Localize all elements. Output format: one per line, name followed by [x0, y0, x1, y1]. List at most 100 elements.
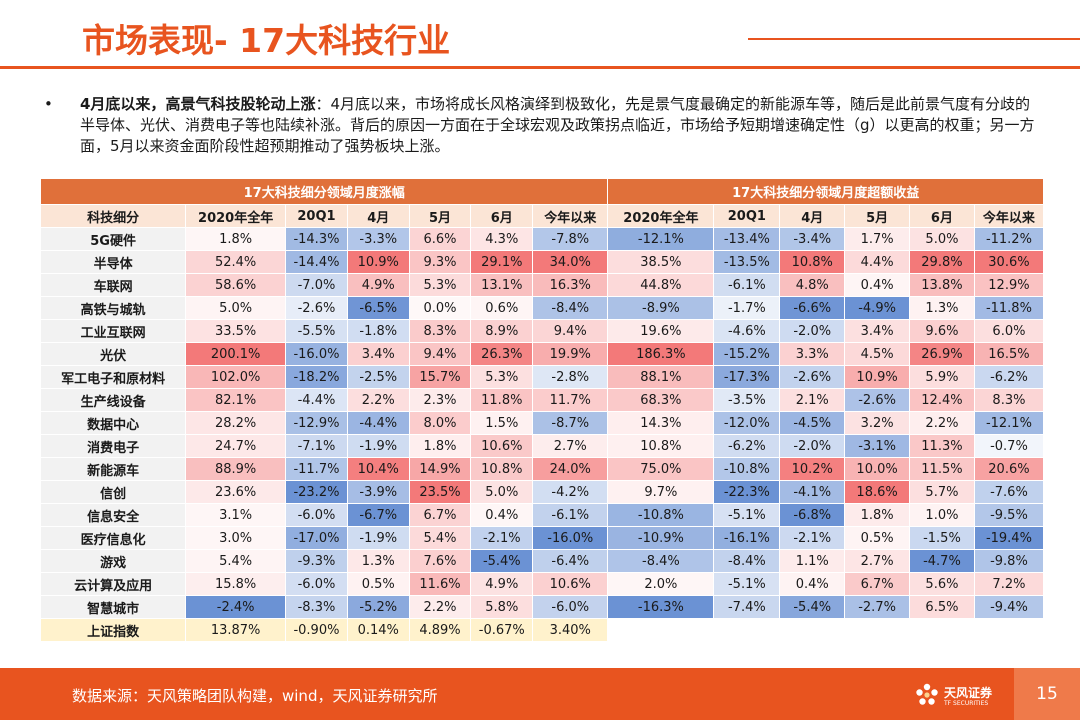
table-cell: -14.4% — [285, 250, 348, 274]
column-header-row: 科技细分 2020年全年 20Q1 4月 5月 6月 今年以来 2020年全年 20Q1 4月 5月… — [39, 204, 1045, 228]
table-cell: 5.7% — [909, 480, 975, 504]
table-cell: -4.1% — [779, 480, 846, 504]
table-cell: -4.4% — [346, 411, 410, 435]
table-cell: 1.3% — [909, 296, 975, 320]
table-cell: -5.1% — [713, 572, 781, 596]
column-header: 20Q1 — [713, 204, 781, 228]
table-cell: 1.0% — [909, 503, 975, 527]
table-cell: -4.6% — [713, 319, 781, 343]
table-cell: 6.0% — [973, 319, 1045, 343]
bullet-marker: • — [44, 95, 53, 113]
table-cell: 5.0% — [909, 227, 975, 251]
group-header-returns: 17大科技细分领域月度涨幅 — [39, 178, 609, 205]
table-cell: -6.2% — [973, 365, 1045, 389]
table-cell: -8.9% — [607, 296, 715, 320]
table-cell: -4.7% — [909, 549, 975, 573]
row-label: 消费电子 — [39, 434, 187, 458]
table-cell: -2.0% — [779, 319, 846, 343]
table-cell: 24.7% — [185, 434, 287, 458]
table-cell: -2.1% — [779, 526, 846, 550]
table-cell: -5.4% — [779, 595, 846, 619]
index-cell: 13.87% — [185, 618, 287, 642]
table-cell: 10.6% — [470, 434, 534, 458]
column-header: 2020年全年 — [607, 204, 715, 228]
row-label: 工业互联网 — [39, 319, 187, 343]
table-cell: 20.6% — [973, 457, 1045, 481]
table-cell: -2.1% — [470, 526, 534, 550]
table-cell: 0.5% — [346, 572, 410, 596]
table-cell: -6.1% — [532, 503, 609, 527]
table-cell: 5.4% — [185, 549, 287, 573]
table-cell: -12.1% — [973, 411, 1045, 435]
table-cell: 0.4% — [779, 572, 846, 596]
table-cell: -2.4% — [185, 595, 287, 619]
table-cell: -1.5% — [909, 526, 975, 550]
table-cell: -15.2% — [713, 342, 781, 366]
table-cell: 10.8% — [607, 434, 715, 458]
table-row: 消费电子 24.7% -7.1% -1.9% 1.8% 10.6% 2.7% 10.8% -6.… — [39, 434, 1045, 458]
table-cell: 26.9% — [909, 342, 975, 366]
table-cell: 4.8% — [779, 273, 846, 297]
table-cell: 11.8% — [470, 388, 534, 412]
table-cell: -7.0% — [285, 273, 348, 297]
table-cell: 29.1% — [470, 250, 534, 274]
table-cell: -12.0% — [713, 411, 781, 435]
index-label: 上证指数 — [39, 618, 187, 642]
column-header: 科技细分 — [39, 204, 187, 228]
table-cell: 38.5% — [607, 250, 715, 274]
table-cell: -6.0% — [285, 503, 348, 527]
table-cell: -16.0% — [285, 342, 348, 366]
table-row: 高铁与城轨 5.0% -2.6% -6.5% 0.0% 0.6% -8.4% -8.9% -1.… — [39, 296, 1045, 320]
row-label: 半导体 — [39, 250, 187, 274]
title-accent-line — [748, 38, 1080, 40]
table-cell: -16.3% — [607, 595, 715, 619]
table-cell: -5.5% — [285, 319, 348, 343]
table-cell: 9.4% — [532, 319, 609, 343]
table-body: 5G硬件 1.8% -14.3% -3.3% 6.6% 4.3% -7.8% -12.1% -1… — [39, 227, 1045, 642]
table-cell: 12.9% — [973, 273, 1045, 297]
table-cell: -3.9% — [346, 480, 410, 504]
bullet-text: 4月底以来，高景气科技股轮动上涨：4月底以来，市场将成长风格演绎到极致化，先是景… — [80, 94, 1044, 157]
row-label: 军工电子和原材料 — [39, 365, 187, 389]
table-cell: -1.7% — [713, 296, 781, 320]
table-cell: 3.2% — [844, 411, 911, 435]
table-cell: 10.8% — [779, 250, 846, 274]
table-cell: -4.5% — [779, 411, 846, 435]
table-cell: 68.3% — [607, 388, 715, 412]
table-row: 云计算及应用 15.8% -6.0% 0.5% 11.6% 4.9% 10.6% 2.0% -5… — [39, 572, 1045, 596]
table-cell: -5.4% — [470, 549, 534, 573]
table-cell: 9.4% — [408, 342, 472, 366]
table-cell: -12.1% — [607, 227, 715, 251]
table-row: 车联网 58.6% -7.0% 4.9% 5.3% 13.1% 16.3% 44.8% -6.1… — [39, 273, 1045, 297]
table-cell: 5.9% — [909, 365, 975, 389]
table-cell: -22.3% — [713, 480, 781, 504]
table-cell: -3.1% — [844, 434, 911, 458]
table-cell: -7.4% — [713, 595, 781, 619]
table-cell: 1.8% — [408, 434, 472, 458]
table-cell: -17.0% — [285, 526, 348, 550]
table-cell: 10.8% — [470, 457, 534, 481]
table-cell: 88.1% — [607, 365, 715, 389]
table-cell: -9.4% — [973, 595, 1045, 619]
bullet-bold-lead: 4月底以来，高景气科技股轮动上涨 — [80, 95, 316, 113]
row-label: 数据中心 — [39, 411, 187, 435]
table-cell: 10.2% — [779, 457, 846, 481]
table-cell: 7.6% — [408, 549, 472, 573]
column-header: 4月 — [779, 204, 846, 228]
table-cell: -2.7% — [844, 595, 911, 619]
table-cell: 9.6% — [909, 319, 975, 343]
table-cell: 5.6% — [909, 572, 975, 596]
column-header: 今年以来 — [973, 204, 1045, 228]
table-row: 工业互联网 33.5% -5.5% -1.8% 8.3% 8.9% 9.4% 19.6% -4.… — [39, 319, 1045, 343]
table-cell: 4.9% — [470, 572, 534, 596]
table-cell: 14.3% — [607, 411, 715, 435]
table-cell: -6.4% — [532, 549, 609, 573]
blank-cell — [607, 618, 1044, 642]
table-cell: 0.6% — [470, 296, 534, 320]
table-cell: -11.7% — [285, 457, 348, 481]
table-cell: 11.7% — [532, 388, 609, 412]
table-cell: 4.9% — [346, 273, 410, 297]
table-row: 军工电子和原材料 102.0% -18.2% -2.5% 15.7% 5.3% -2.8% 8… — [39, 365, 1045, 389]
table-cell: -5.2% — [346, 595, 410, 619]
table-cell: -10.8% — [607, 503, 715, 527]
